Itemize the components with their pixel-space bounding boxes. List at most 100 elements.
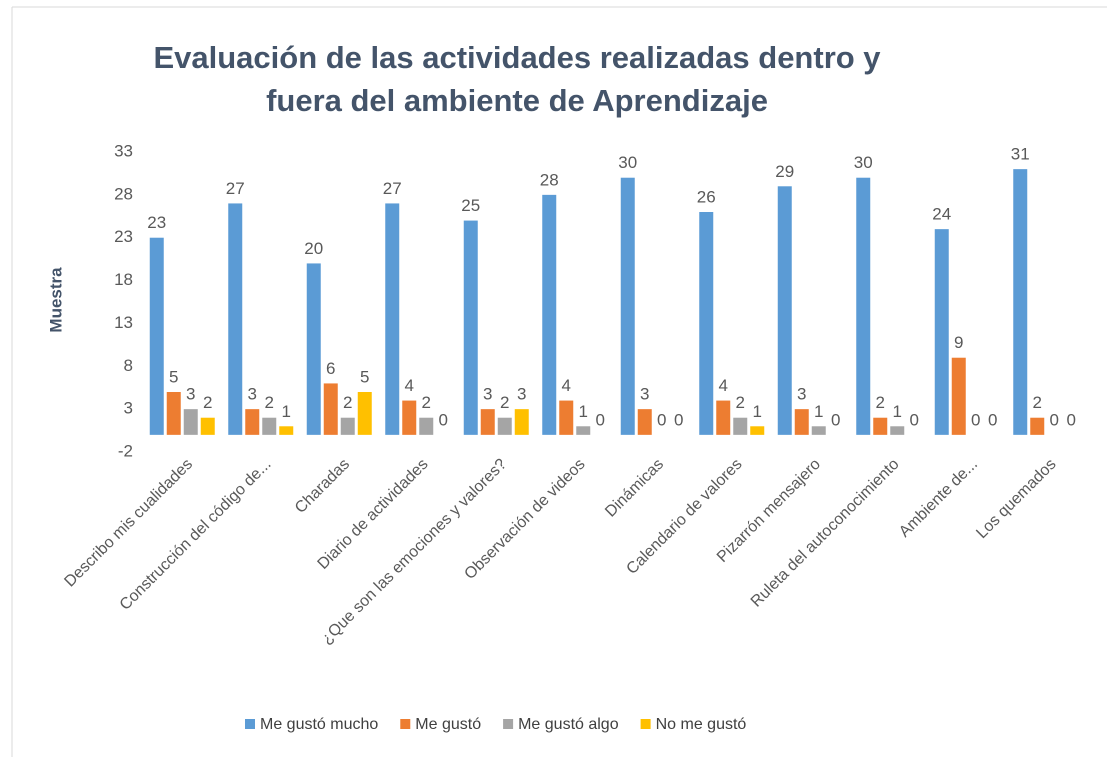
value-label: 5: [169, 367, 178, 386]
value-label: 3: [186, 385, 195, 404]
value-label: 0: [910, 410, 919, 429]
value-label: 5: [360, 367, 369, 386]
value-label: 0: [988, 410, 997, 429]
value-label: 30: [854, 153, 873, 172]
legend-swatch: [245, 719, 255, 729]
bar: [637, 409, 652, 435]
bar: [951, 357, 966, 435]
bar: [149, 237, 164, 435]
value-label: 25: [461, 196, 480, 215]
y-tick-label: 18: [114, 270, 133, 289]
chart-title: Evaluación de las actividades realizadas…: [153, 40, 881, 75]
value-label: 2: [203, 393, 212, 412]
bar: [402, 400, 417, 435]
bar: [357, 392, 372, 435]
value-label: 0: [657, 410, 666, 429]
bar: [385, 203, 400, 435]
legend-swatch: [503, 719, 514, 729]
y-tick-label: 33: [114, 141, 133, 160]
bar: [811, 426, 826, 435]
bar: [733, 417, 748, 435]
value-label: 2: [736, 393, 745, 412]
legend-label: No me gustó: [656, 716, 747, 733]
value-label: 3: [640, 385, 649, 404]
legend-swatch: [400, 719, 411, 729]
bar: [559, 400, 574, 435]
legend-swatch: [640, 719, 651, 729]
y-tick-label: 23: [114, 227, 133, 246]
value-label: 29: [775, 162, 794, 181]
y-tick-label: 3: [124, 399, 133, 418]
legend-label: Me gustó algo: [518, 716, 619, 733]
value-label: 0: [971, 410, 980, 429]
bar: [245, 409, 260, 435]
value-label: 2: [422, 393, 431, 412]
bar: [183, 409, 198, 435]
value-label: 0: [831, 410, 840, 429]
bar: [279, 426, 294, 435]
bar: [323, 383, 338, 435]
value-label: 3: [483, 385, 492, 404]
value-label: 24: [932, 205, 951, 224]
value-label: 28: [540, 170, 559, 189]
bar: [1013, 169, 1028, 435]
bar: [576, 426, 591, 435]
bar: [934, 229, 949, 435]
value-label: 0: [674, 410, 683, 429]
bar: [262, 417, 277, 435]
value-label: 2: [1033, 393, 1042, 412]
y-tick-label: -2: [118, 441, 133, 460]
y-axis-title: Muestra: [46, 267, 65, 333]
bar: [228, 203, 243, 435]
value-label: 4: [405, 376, 414, 395]
value-label: 1: [753, 402, 762, 421]
legend-label: Me gustó: [415, 716, 481, 733]
bar: [1030, 417, 1045, 435]
value-label: 1: [282, 402, 291, 421]
value-label: 20: [304, 239, 323, 258]
value-label: 2: [500, 393, 509, 412]
bar: [890, 426, 905, 435]
value-label: 1: [579, 402, 588, 421]
value-label: 26: [697, 187, 716, 206]
value-label: 3: [248, 385, 257, 404]
value-label: 31: [1011, 145, 1030, 164]
legend-label: Me gustó mucho: [260, 716, 378, 733]
bar: [620, 177, 635, 435]
value-label: 9: [954, 333, 963, 352]
bar: [699, 212, 714, 435]
bar: [419, 417, 434, 435]
bar: [306, 263, 321, 435]
value-label: 0: [1050, 410, 1059, 429]
value-label: 23: [147, 213, 166, 232]
bar: [777, 186, 792, 435]
bar: [340, 417, 355, 435]
value-label: 4: [719, 376, 728, 395]
bar: [200, 417, 215, 435]
value-label: 4: [562, 376, 571, 395]
bar: [497, 417, 512, 435]
value-label: 2: [343, 393, 352, 412]
value-label: 0: [439, 410, 448, 429]
value-label: 27: [226, 179, 245, 198]
bar: [716, 400, 731, 435]
value-label: 0: [596, 410, 605, 429]
bar: [873, 417, 888, 435]
y-tick-label: 28: [114, 184, 133, 203]
value-label: 2: [876, 393, 885, 412]
chart-title: fuera del ambiente de Aprendizaje: [266, 83, 768, 118]
value-label: 3: [517, 385, 526, 404]
value-label: 3: [797, 385, 806, 404]
y-tick-label: 8: [124, 356, 133, 375]
value-label: 1: [893, 402, 902, 421]
value-label: 2: [265, 393, 274, 412]
value-label: 6: [326, 359, 335, 378]
bar: [750, 426, 765, 435]
bar: [463, 220, 478, 435]
bar: [856, 177, 871, 435]
bar: [480, 409, 495, 435]
y-tick-label: 13: [114, 313, 133, 332]
value-label: 0: [1067, 410, 1076, 429]
bar: [166, 392, 181, 435]
